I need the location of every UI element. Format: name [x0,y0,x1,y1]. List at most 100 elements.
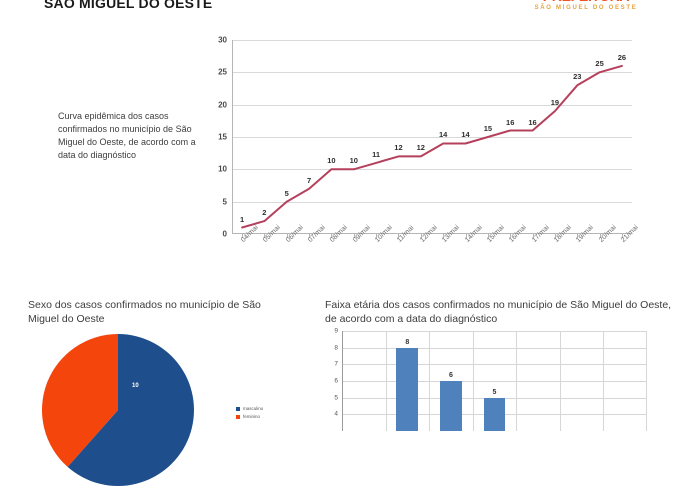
prefeitura-logo: PREFEITURA SÃO MIGUEL DO OESTE [506,0,666,11]
gridline [342,364,647,366]
pie-chart [41,334,194,486]
line-data-label: 15 [483,124,493,133]
line-x-tick [487,234,489,238]
line-x-tick [554,234,556,238]
line-data-label: 5 [284,188,289,198]
line-x-tick [264,234,266,238]
line-y-tick-label: 10 [218,164,227,174]
bar-y-tick-label: 7 [334,360,338,368]
line-y-axis [232,40,233,234]
line-data-label: 11 [372,149,381,159]
line-data-label: 12 [416,143,425,153]
line-y-tick-label: 0 [222,229,227,239]
gridline [232,169,632,171]
gridline [232,201,632,203]
line-x-tick [331,234,333,238]
line-y-tick-label: 5 [222,197,227,207]
gridline-vertical [385,331,387,431]
line-x-tick [398,234,400,238]
gridline [232,104,632,106]
line-data-label: 2 [262,208,267,218]
gridline [342,347,647,349]
line-data-label: 14 [461,130,470,140]
line-x-tick [577,234,579,238]
bar-y-tick-label: 6 [334,377,338,385]
line-plot-area: 0 5 10 15 20 25 30 04/mai 05/mai 06/mai 07/mai 08/m… [218,36,640,244]
line-data-label: 14 [439,130,448,140]
gridline [232,137,632,138]
line-data-label: 7 [307,175,312,185]
line-y-tick-label: 15 [218,132,227,142]
bar-y-tick-label: 5 [334,394,338,402]
line-data-label: 25 [595,59,604,69]
line-x-tick [465,234,467,238]
pie-legend: masculino feminino [236,406,263,422]
line-data-label: 1 [239,214,245,224]
line-data-label: 16 [506,117,515,127]
bar-y-tick-label: 9 [334,327,338,335]
line-y-tick-label: 25 [218,67,227,77]
line-x-tick [376,234,378,238]
gridline-vertical [559,331,561,431]
line-data-label: 19 [550,98,560,108]
gridline [342,331,647,332]
line-series [241,64,623,229]
gridline-vertical [516,331,518,431]
line-path [241,64,623,229]
pie-legend-item: masculino [236,406,263,411]
bar-plot-area: 4 5 6 7 8 9 8 6 5 [334,328,647,431]
bar-column [440,381,462,431]
line-x-tick [443,234,445,238]
pie-legend-label: masculino [243,406,264,411]
logo-wordmark: PREFEITURA [506,0,666,2]
line-x-tick [510,234,512,238]
line-data-label: 10 [327,156,336,166]
line-y-tick-label: 30 [218,35,227,45]
gridline-vertical [603,331,605,431]
bar-chart-title: Faixa etária dos casos confirmados no mu… [325,299,672,326]
line-data-label: 23 [573,72,582,82]
line-x-tick [353,234,355,238]
age-group-panel: Faixa etária dos casos confirmados no mu… [322,298,674,431]
gridline-vertical [646,331,647,431]
line-data-label: 12 [394,143,403,153]
line-x-axis [232,233,632,234]
line-data-label: 26 [617,52,627,62]
line-x-tick [532,234,534,238]
gridline [232,72,632,74]
pie-chart-title: Sexo dos casos confirmados no município … [28,299,261,326]
line-data-label: 10 [349,156,358,166]
line-x-tick [242,234,244,238]
line-data-label: 16 [528,117,537,127]
line-y-tick-label: 20 [218,100,227,110]
epidemic-curve-caption: Curva epidêmica dos casos confirmados no… [58,111,196,161]
bar-data-label: 5 [492,388,497,396]
sex-distribution-panel: Sexo dos casos confirmados no município … [28,298,313,486]
pie-data-label: 10 [132,383,139,389]
line-x-tick [621,234,623,238]
pie-svg [41,334,194,486]
epidemic-curve-chart: 0 5 10 15 20 25 30 04/mai 05/mai 06/mai 07/mai 08/m… [196,32,646,282]
gridline-vertical [429,331,431,431]
pie-legend-label: feminino [243,414,261,419]
line-gridlines [232,40,632,234]
pie-legend-swatch [236,414,240,419]
bar-column [483,397,506,431]
line-x-tick [599,234,601,238]
line-x-tick [309,234,311,238]
bar-data-label: 6 [448,372,453,379]
logo-subtitle: SÃO MIGUEL DO OESTE [534,5,638,11]
page-title: SÃO MIGUEL DO OESTE [44,0,213,11]
gridline-vertical [472,331,474,431]
bar-y-tick-label: 4 [334,410,338,418]
pie-legend-swatch [236,406,240,411]
line-x-tick [420,234,422,238]
bar-y-tick-label: 8 [334,344,338,352]
bar-y-axis [342,331,343,431]
line-x-tick [286,234,288,238]
infographic-page: SÃO MIGUEL DO OESTE PREFEITURA SÃO MIGUE… [28,0,674,486]
gridline [342,381,647,382]
bar-column [396,347,419,431]
gridline [232,40,632,41]
pie-legend-item: feminino [236,414,263,419]
